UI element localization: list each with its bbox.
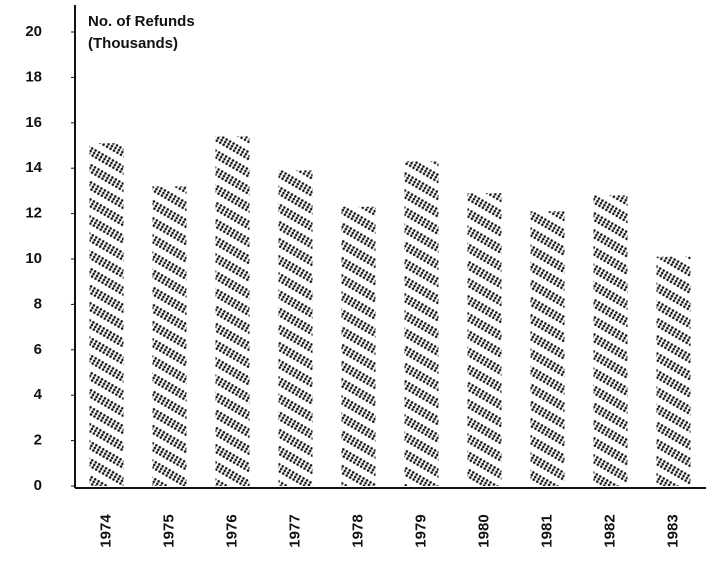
y-tick-label: 6 (34, 341, 42, 358)
x-tick-label: 1974 (97, 514, 114, 548)
x-tick-label: 1977 (286, 514, 303, 547)
x-tick-label: 1975 (160, 514, 177, 547)
bar (467, 193, 502, 487)
bar (530, 211, 565, 486)
y-tick-label: 12 (25, 205, 42, 222)
y-tick-label: 20 (25, 23, 42, 40)
bar (341, 206, 376, 487)
bar (89, 143, 124, 487)
bar (152, 186, 187, 487)
x-tick-label: 1980 (475, 514, 492, 547)
y-tick-label: 10 (25, 250, 42, 267)
y-tick-label: 14 (25, 159, 42, 176)
y-tick-label: 18 (25, 68, 42, 85)
y-tick-label: 0 (34, 477, 42, 494)
bar (404, 161, 439, 486)
x-tick-label: 1981 (538, 514, 555, 547)
x-tick-label: 1982 (601, 514, 618, 547)
axis-label: No. of Refunds (88, 13, 195, 30)
bar (278, 170, 313, 486)
x-tick-label: 1983 (664, 514, 681, 547)
y-tick-label: 2 (34, 432, 42, 449)
y-tick-label: 16 (25, 114, 42, 131)
x-tick-label: 1979 (412, 514, 429, 547)
bar (215, 136, 250, 487)
bar (593, 195, 628, 486)
y-tick-label: 4 (34, 386, 43, 403)
x-tick-label: 1976 (223, 514, 240, 547)
bar (656, 256, 691, 486)
y-tick-label: 8 (34, 295, 42, 312)
axis-label: (Thousands) (88, 35, 178, 52)
x-tick-label: 1978 (349, 514, 366, 547)
